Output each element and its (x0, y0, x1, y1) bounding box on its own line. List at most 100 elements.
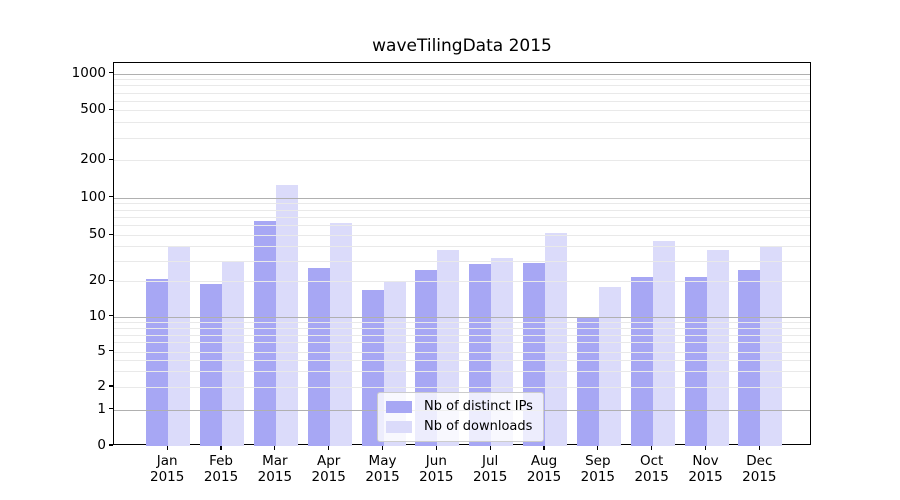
gridline-800 (114, 85, 810, 87)
bar-distinct-ips-jan (146, 278, 169, 446)
bar-distinct-ips-mar (253, 221, 276, 446)
x-tick-oct (651, 446, 653, 450)
bar-downloads-nov (706, 250, 729, 446)
gridline-1000 (114, 73, 810, 75)
gridline-900 (114, 79, 810, 81)
legend-label-downloads: Nb of downloads (424, 419, 533, 434)
x-tick-jun (435, 446, 437, 450)
gridline-50 (114, 235, 810, 237)
y-tick-1000 (109, 72, 113, 74)
x-tick-label-oct: Oct 2015 (620, 453, 684, 485)
bar-downloads-mar (275, 185, 298, 446)
bar-downloads-jan (168, 246, 191, 446)
x-tick-month-jun: Jun (425, 453, 447, 469)
x-tick-month-mar: Mar (262, 453, 288, 469)
x-tick-month-may: May (368, 453, 397, 469)
x-tick-year-jun: 2015 (419, 469, 454, 485)
x-tick-month-dec: Dec (746, 453, 773, 469)
chart-title: waveTilingData 2015 (372, 36, 552, 56)
y-tick-label-50: 50 (88, 226, 106, 243)
x-tick-feb (220, 446, 222, 450)
bar-distinct-ips-oct (630, 276, 653, 446)
legend-swatch-downloads-icon (386, 421, 412, 433)
gridline-400 (114, 122, 810, 124)
gridline-6 (114, 342, 810, 344)
bar-downloads-aug (545, 233, 567, 446)
gridline-8 (114, 327, 810, 329)
x-tick-year-dec: 2015 (742, 469, 777, 485)
x-tick-dec (758, 446, 760, 450)
x-tick-apr (328, 446, 330, 450)
y-tick-label-1000: 1000 (71, 64, 106, 81)
x-tick-month-sep: Sep (585, 453, 611, 469)
x-tick-month-nov: Nov (692, 453, 719, 469)
gridline-3 (114, 371, 810, 373)
y-tick-label-5: 5 (97, 342, 106, 359)
x-tick-label-jan: Jan 2015 (135, 453, 199, 485)
x-tick-jul (489, 446, 491, 450)
y-tick-50 (109, 233, 113, 235)
x-tick-label-aug: Aug 2015 (512, 453, 576, 485)
gridline-7 (114, 334, 810, 336)
legend-item-downloads: Nb of downloads (386, 419, 533, 435)
x-tick-label-nov: Nov 2015 (674, 453, 738, 485)
y-tick-2 (109, 385, 113, 387)
y-tick-500 (109, 108, 113, 110)
gridline-200 (114, 160, 810, 162)
x-tick-month-jan: Jan (156, 453, 178, 469)
gridline-4 (114, 360, 810, 362)
x-tick-month-feb: Feb (209, 453, 233, 469)
gridline-5 (114, 351, 810, 353)
y-tick-200 (109, 158, 113, 160)
x-tick-year-jan: 2015 (150, 469, 185, 485)
y-tick-label-2: 2 (97, 378, 106, 394)
legend: Nb of distinct IPs Nb of downloads (377, 392, 544, 442)
x-tick-label-may: May 2015 (351, 453, 415, 485)
bar-distinct-ips-apr (307, 268, 330, 446)
x-tick-label-apr: Apr 2015 (297, 453, 361, 485)
bar-distinct-ips-feb (200, 283, 223, 446)
legend-swatch-distinct-ips-icon (386, 401, 412, 413)
gridline-40 (114, 246, 810, 248)
x-tick-year-nov: 2015 (688, 469, 723, 485)
gridline-60 (114, 225, 810, 227)
x-tick-year-mar: 2015 (257, 469, 293, 485)
x-tick-label-dec: Dec 2015 (727, 453, 791, 485)
plot-area (113, 61, 811, 446)
gridline-500 (114, 110, 810, 112)
bar-distinct-ips-dec (738, 270, 761, 446)
x-tick-month-apr: Apr (317, 453, 341, 469)
x-tick-nov (704, 446, 707, 450)
gridline-20 (114, 281, 810, 283)
x-tick-month-jul: Jul (482, 453, 499, 469)
y-tick-label-10: 10 (88, 307, 106, 324)
y-tick-label-20: 20 (88, 272, 106, 289)
gridline-30 (114, 260, 810, 262)
x-tick-label-feb: Feb 2015 (189, 453, 253, 485)
y-tick-label-200: 200 (80, 151, 106, 168)
bar-distinct-ips-nov (684, 276, 707, 446)
gridline-10 (114, 316, 810, 318)
x-tick-sep (597, 446, 599, 450)
x-tick-label-jun: Jun 2015 (404, 453, 468, 485)
x-tick-jan (166, 446, 168, 450)
y-tick-100 (109, 196, 113, 198)
x-tick-year-oct: 2015 (634, 469, 669, 485)
x-tick-may (381, 446, 384, 450)
x-tick-year-may: 2015 (365, 469, 400, 485)
x-tick-label-mar: Mar 2015 (243, 453, 307, 485)
bar-downloads-feb (222, 260, 245, 446)
x-tick-label-sep: Sep 2015 (566, 453, 630, 485)
legend-label-distinct-ips: Nb of distinct IPs (424, 399, 533, 414)
x-tick-year-apr: 2015 (311, 469, 346, 485)
gridline-90 (114, 203, 810, 205)
gridline-100 (114, 197, 810, 199)
y-tick-label-100: 100 (80, 188, 106, 205)
legend-item-distinct-ips: Nb of distinct IPs (386, 399, 533, 415)
y-tick-label-1: 1 (97, 400, 106, 417)
x-tick-mar (274, 446, 276, 450)
x-tick-year-sep: 2015 (580, 469, 615, 485)
bar-downloads-dec (760, 246, 783, 446)
y-tick-0 (109, 444, 113, 446)
